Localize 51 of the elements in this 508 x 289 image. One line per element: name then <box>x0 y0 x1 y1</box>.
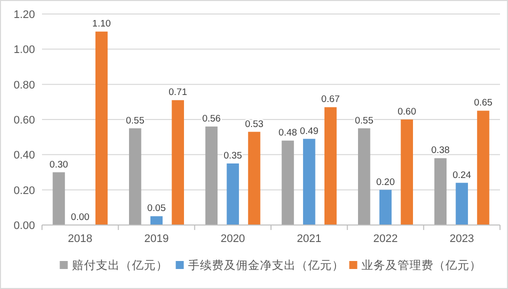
y-tick-label: 0.40 <box>14 150 35 162</box>
bar <box>52 172 65 225</box>
data-label: 0.60 <box>398 106 416 118</box>
bar <box>282 140 294 225</box>
data-label: 0.53 <box>244 118 264 130</box>
data-label: 0.65 <box>474 98 492 109</box>
x-tick-label: 2023 <box>450 233 474 245</box>
data-label: 0.20 <box>376 176 395 188</box>
y-tick-label: 0.80 <box>14 79 35 92</box>
bar <box>477 110 490 225</box>
x-tick-label: 2021 <box>296 233 322 245</box>
bar <box>150 216 163 225</box>
bar <box>248 132 260 225</box>
x-tick-label: 2019 <box>144 233 169 245</box>
data-label: 0.35 <box>224 150 242 162</box>
legend-label: 手续费及佣金净支出（亿元） <box>188 258 344 272</box>
data-label: 0.55 <box>126 115 144 126</box>
x-tick-label: 2022 <box>373 233 398 245</box>
y-tick-label: 1.00 <box>14 44 35 56</box>
data-label: 0.05 <box>147 203 166 214</box>
bar <box>379 190 392 225</box>
data-label: 0.00 <box>70 212 90 223</box>
data-label: 0.55 <box>354 115 374 126</box>
y-tick-label: 0.20 <box>14 184 35 197</box>
legend-label: 赔付支出（亿元） <box>72 258 168 272</box>
data-label: 0.30 <box>50 159 68 170</box>
bar <box>456 182 468 225</box>
bar <box>205 126 218 225</box>
bar <box>95 32 108 225</box>
x-tick-label: 2020 <box>220 233 246 245</box>
bar <box>172 100 184 225</box>
bar <box>129 128 142 225</box>
data-label: 0.71 <box>168 87 188 98</box>
x-tick-label: 2018 <box>68 233 92 245</box>
bar <box>303 138 316 225</box>
bar <box>324 107 337 225</box>
y-tick-label: 1.20 <box>14 9 35 21</box>
bar <box>400 120 413 225</box>
data-label: 0.38 <box>431 145 450 156</box>
data-label: 0.48 <box>278 128 298 139</box>
bar <box>226 163 239 225</box>
data-label: 0.56 <box>202 114 221 125</box>
y-tick-label: 0.00 <box>14 220 35 232</box>
data-label: 1.10 <box>92 18 111 30</box>
bar <box>358 128 370 225</box>
legend-label: 业务及管理费（亿元） <box>361 259 482 272</box>
data-label: 0.67 <box>321 94 340 106</box>
data-label: 0.49 <box>300 126 318 137</box>
bar <box>434 158 447 225</box>
data-label: 0.24 <box>452 170 472 181</box>
y-tick-label: 0.60 <box>14 114 35 126</box>
